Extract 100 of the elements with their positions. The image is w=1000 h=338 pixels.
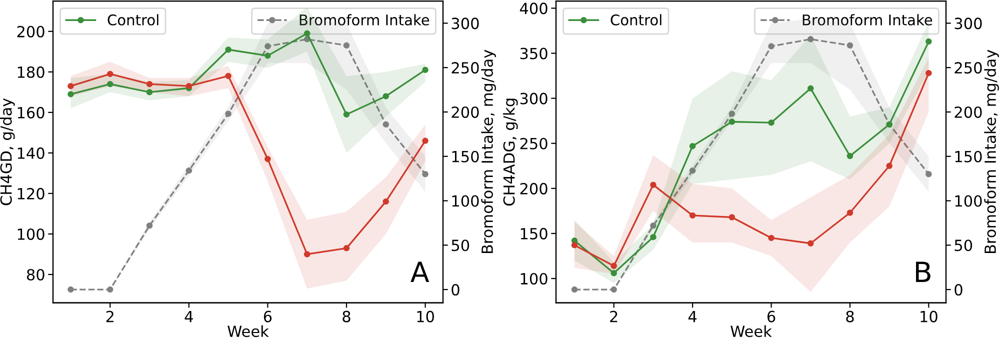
point <box>225 46 232 53</box>
y2-tick-label: 250 <box>954 62 982 74</box>
y2-tick-label: 200 <box>954 106 982 118</box>
point <box>304 251 310 258</box>
x-tick-label: 6 <box>767 310 776 322</box>
y-tick-label: 140 <box>18 147 44 159</box>
x-tick-label: 2 <box>106 310 114 322</box>
point <box>926 38 932 45</box>
y2-axis-title: Bromoform Intake, mg/day <box>481 50 496 254</box>
y2-tick-label: 250 <box>452 62 479 74</box>
x-tick-label: 8 <box>342 310 350 322</box>
point <box>68 91 74 98</box>
x-tick-label: 10 <box>920 310 938 322</box>
point <box>146 89 153 96</box>
x-tick-label: 8 <box>846 310 854 322</box>
point <box>886 162 892 170</box>
y-tick-label: 200 <box>17 26 44 38</box>
point <box>846 152 854 160</box>
x-tick-label: 4 <box>184 310 193 322</box>
point <box>186 167 192 174</box>
point <box>422 66 428 74</box>
y2-tick-label: 50 <box>954 240 972 252</box>
y-tick-label: 200 <box>520 182 548 194</box>
point <box>610 270 617 276</box>
point <box>768 43 774 50</box>
y2-tick-label: 150 <box>452 150 479 162</box>
point <box>689 142 696 150</box>
y2-tick-label: 0 <box>954 284 962 296</box>
y-tick-label: 400 <box>520 2 548 14</box>
point <box>264 156 271 162</box>
point <box>343 42 350 49</box>
x-tick-label: 6 <box>264 310 272 322</box>
point <box>68 286 74 293</box>
point <box>264 52 271 59</box>
y-axis-title: CH4ADG, g/kg <box>503 98 518 206</box>
x-tick-label: 4 <box>688 310 697 322</box>
point <box>186 82 192 90</box>
x-tick-label: 10 <box>417 310 434 322</box>
annotation: A <box>410 262 430 282</box>
y-axis-title: CH4GD, g/day <box>0 98 15 206</box>
point <box>343 111 350 118</box>
point <box>610 286 617 293</box>
y-tick-label: 250 <box>520 138 548 150</box>
point <box>146 222 153 229</box>
point <box>106 286 114 293</box>
point <box>304 30 310 37</box>
y-tick-label: 180 <box>18 66 44 78</box>
legend-label: Control <box>108 14 158 26</box>
point <box>807 240 814 247</box>
point <box>807 36 814 42</box>
point <box>650 182 656 188</box>
point <box>926 70 932 76</box>
y2-tick-label: 100 <box>452 195 479 207</box>
x-axis-title: Week <box>730 325 772 338</box>
point <box>571 286 578 293</box>
y2-tick-label: 150 <box>955 150 982 162</box>
point <box>846 42 854 49</box>
point <box>650 222 656 229</box>
point <box>768 120 774 126</box>
point <box>146 80 153 88</box>
point <box>650 234 656 240</box>
point <box>926 171 932 178</box>
point <box>610 262 617 270</box>
x-axis-title: Week <box>228 325 269 338</box>
point <box>422 138 428 144</box>
annotation: B <box>916 262 930 282</box>
point <box>807 85 814 92</box>
point <box>225 110 232 117</box>
y2-tick-label: 300 <box>954 18 982 30</box>
point <box>768 234 774 242</box>
point <box>382 93 390 100</box>
y2-tick-label: 0 <box>452 284 460 296</box>
y-tick-label: 300 <box>520 92 548 104</box>
y2-tick-label: 100 <box>955 195 982 207</box>
point <box>571 242 578 248</box>
legend-label: Bromoform Intake <box>300 14 430 26</box>
y2-tick-label: 200 <box>452 106 479 118</box>
legend-label: Bromoform Intake <box>802 14 932 26</box>
y-tick-label: 150 <box>520 228 548 240</box>
point <box>106 70 114 78</box>
point <box>68 82 74 90</box>
point <box>225 72 232 80</box>
point <box>728 118 736 125</box>
y2-tick-label: 50 <box>452 240 470 252</box>
point <box>343 245 350 252</box>
point <box>728 214 736 220</box>
point <box>382 198 390 205</box>
point <box>106 80 114 88</box>
y-tick-label: 80 <box>26 268 44 281</box>
point <box>689 167 696 174</box>
point <box>846 210 854 216</box>
point <box>264 43 271 50</box>
y-tick-label: 350 <box>520 48 548 60</box>
y2-axis-title: Bromoform Intake, mg/day <box>984 50 999 254</box>
point <box>422 171 428 178</box>
point <box>689 212 696 219</box>
y2-tick-label: 300 <box>452 18 479 30</box>
y-tick-label: 100 <box>18 228 44 240</box>
y-tick-label: 160 <box>18 106 44 118</box>
legend-label: Control <box>610 14 662 26</box>
